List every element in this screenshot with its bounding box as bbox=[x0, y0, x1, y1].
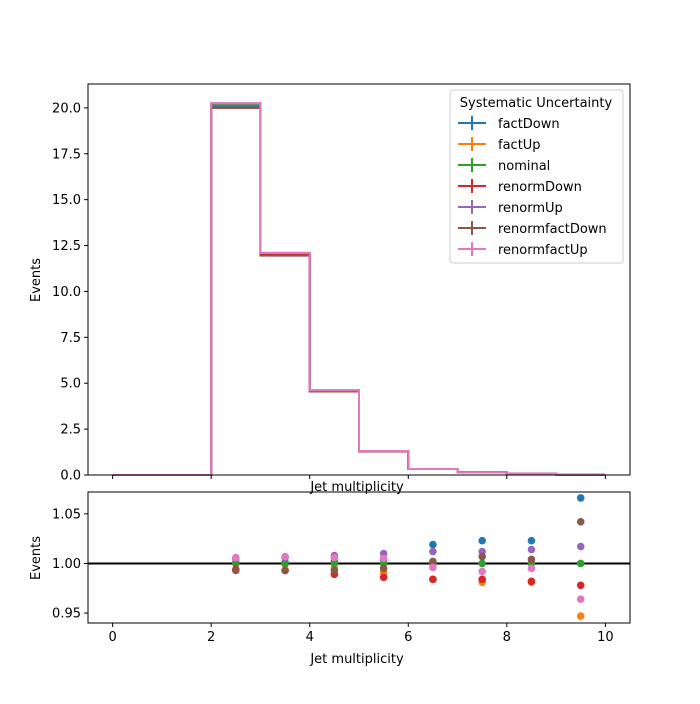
ratio-y-tick-label: 1.05 bbox=[52, 507, 81, 522]
legend-label: renormUp bbox=[498, 201, 563, 216]
ratio-point-renormDown bbox=[429, 575, 437, 584]
step-line-renormfactUp bbox=[112, 102, 606, 476]
ratio-axes-frame bbox=[87, 491, 631, 624]
legend-label: factUp bbox=[498, 138, 541, 153]
ratio-point-renormfactDown bbox=[281, 566, 289, 575]
main-y-tick-label: 7.5 bbox=[60, 331, 81, 346]
ratio-point-factDown bbox=[576, 494, 585, 502]
ratio-x-tick-label: 6 bbox=[404, 630, 412, 645]
legend-item-renormUp: renormUp bbox=[458, 200, 563, 216]
ratio-x-tick-label: 10 bbox=[597, 630, 614, 645]
ratio-point-renormUp bbox=[576, 542, 585, 551]
main-y-tick-label: 2.5 bbox=[60, 423, 81, 438]
main-y-ticks: 0.0 2.5 5.0 7.5 10.0 12.5 15.0 17.5 20.0 bbox=[52, 101, 88, 484]
main-panel: 0.0 2.5 5.0 7.5 10.0 12.5 15.0 17.5 20.0 Jet mul… bbox=[29, 83, 631, 495]
ratio-point-renormfactUp bbox=[379, 554, 388, 563]
ratio-point-renormfactDown bbox=[330, 566, 339, 575]
ratio-y-axis-label: Events bbox=[29, 536, 44, 580]
legend-item-nominal: nominal bbox=[458, 158, 550, 174]
legend-title: Systematic Uncertainty bbox=[460, 96, 613, 111]
ratio-point-factDown bbox=[527, 536, 536, 545]
ratio-x-tick-label: 8 bbox=[503, 630, 511, 645]
main-y-tick-label: 12.5 bbox=[52, 239, 81, 254]
ratio-point-renormfactUp bbox=[429, 563, 437, 572]
ratio-point-renormDown bbox=[527, 577, 536, 586]
ratio-y-ticks: 0.95 1.00 1.05 bbox=[52, 507, 88, 622]
ratio-point-renormfactUp bbox=[478, 567, 486, 576]
legend-item-renormDown: renormDown bbox=[458, 179, 582, 195]
ratio-point-renormfactUp bbox=[281, 552, 289, 561]
legend: Systematic Uncertainty factDown factUp nom… bbox=[449, 89, 624, 264]
ratio-points bbox=[232, 494, 585, 620]
ratio-point-renormfactDown bbox=[379, 564, 388, 573]
ratio-point-renormfactDown bbox=[576, 517, 585, 526]
main-y-tick-label: 17.5 bbox=[52, 147, 81, 162]
ratio-x-tick-label: 0 bbox=[108, 630, 116, 645]
legend-label: renormDown bbox=[498, 180, 582, 195]
ratio-point-nominal bbox=[281, 559, 289, 568]
ratio-point-renormfactUp bbox=[576, 595, 585, 603]
ratio-x-axis-label: Jet multiplicity bbox=[309, 652, 404, 667]
main-y-tick-label: 5.0 bbox=[60, 377, 81, 392]
main-y-tick-label: 20.0 bbox=[52, 101, 81, 116]
ratio-y-tick-label: 0.95 bbox=[52, 607, 81, 622]
ratio-point-renormfactUp bbox=[527, 564, 536, 573]
ratio-point-renormUp bbox=[527, 545, 536, 554]
ratio-y-tick-label: 1.00 bbox=[52, 557, 81, 572]
ratio-panel: 0.95 1.00 1.05 0 2 4 6 8 10 Jet multiplicity Ev… bbox=[29, 491, 631, 667]
main-y-tick-label: 15.0 bbox=[52, 193, 81, 208]
legend-items: factDown factUp nominal renormDown renormUp r… bbox=[458, 116, 607, 258]
legend-label: renormfactUp bbox=[498, 243, 588, 258]
ratio-point-renormDown bbox=[576, 581, 585, 590]
ratio-point-factUp bbox=[576, 612, 585, 620]
main-x-ticks bbox=[112, 475, 606, 479]
main-x-axis-label: Jet multiplicity bbox=[309, 480, 404, 495]
ratio-point-factDown bbox=[429, 540, 437, 549]
ratio-point-renormDown bbox=[478, 575, 486, 584]
ratio-point-renormfactUp bbox=[330, 553, 339, 562]
legend-item-factUp: factUp bbox=[458, 137, 541, 153]
main-y-tick-label: 0.0 bbox=[60, 469, 81, 484]
legend-label: nominal bbox=[498, 159, 550, 174]
legend-box bbox=[449, 89, 624, 264]
ratio-x-tick-label: 2 bbox=[207, 630, 215, 645]
main-y-tick-label: 10.0 bbox=[52, 285, 81, 300]
main-y-axis-label: Events bbox=[29, 258, 44, 302]
ratio-point-renormUp bbox=[429, 547, 437, 556]
ratio-point-nominal bbox=[478, 559, 486, 568]
ratio-point-renormfactDown bbox=[232, 566, 240, 575]
ratio-x-tick-label: 4 bbox=[306, 630, 314, 645]
legend-item-renormfactUp: renormfactUp bbox=[458, 242, 588, 258]
ratio-point-renormfactUp bbox=[232, 553, 240, 562]
ratio-x-ticks: 0 2 4 6 8 10 bbox=[108, 623, 614, 645]
main-step-lines bbox=[112, 102, 606, 476]
ratio-point-renormfactDown bbox=[478, 552, 486, 561]
ratio-point-nominal bbox=[330, 559, 339, 568]
ratio-point-factDown bbox=[478, 536, 486, 545]
ratio-point-renormDown bbox=[379, 573, 388, 582]
legend-label: factDown bbox=[498, 117, 560, 132]
legend-item-factDown: factDown bbox=[458, 116, 560, 132]
legend-label: renormfactDown bbox=[498, 222, 607, 237]
ratio-point-renormfactDown bbox=[429, 557, 437, 566]
ratio-point-renormfactDown bbox=[527, 555, 536, 564]
legend-item-renormfactDown: renormfactDown bbox=[458, 221, 607, 237]
ratio-point-nominal bbox=[576, 559, 585, 568]
main-axes-frame bbox=[87, 83, 631, 476]
